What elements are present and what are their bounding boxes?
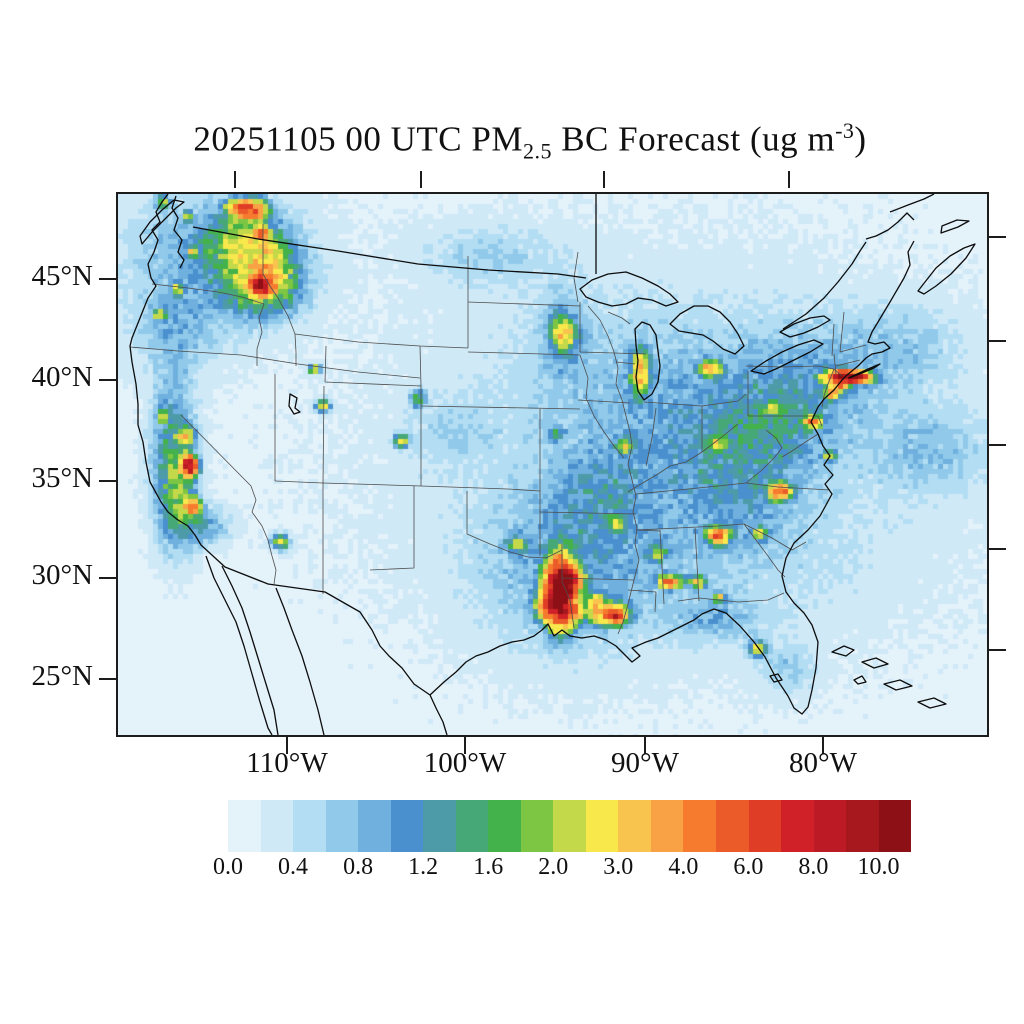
lat-tick-right [989,548,1006,550]
title-suffix: ) [854,119,867,159]
lon-tick-top [234,171,236,188]
title-subscript: 2.5 [522,138,552,164]
lat-tick-left [99,678,116,680]
lon-tick-top [788,171,790,188]
map-frame [116,192,989,737]
colorbar-segment [846,800,879,852]
colorbar-tick-label: 10.0 [857,854,900,880]
colorbar-segment [650,800,684,852]
lon-tick-top [420,171,422,188]
colorbar-segment [228,800,261,852]
coastlines [129,194,976,735]
colorbar-segment [260,800,294,852]
colorbar-segment [585,800,619,852]
colorbar-tick-label: 6.0 [733,854,764,880]
lat-tick-right [989,444,1006,446]
title-middle: BC Forecast (ug m [551,119,836,159]
colorbar-segment [293,800,326,852]
lat-label: 35°N [31,462,93,494]
colorbar-segment [325,800,359,852]
lon-tick-bottom [822,737,824,754]
state-borders [129,224,867,635]
colorbar-tick-label: 0.0 [213,854,243,880]
colorbar-segment [455,800,489,852]
lat-label: 40°N [31,361,93,393]
colorbar-tick-label: 8.0 [798,854,829,880]
lon-label: 90°W [611,747,679,779]
title-prefix: 20251105 00 UTC PM [193,119,523,159]
lon-tick-bottom [286,737,288,754]
colorbar-segment [813,800,847,852]
title-superscript: -3 [835,118,855,143]
lon-label: 110°W [246,747,328,779]
colorbar-segment [520,800,554,852]
lon-label: 100°W [423,747,507,779]
colorbar-tick-label: 4.0 [668,854,699,880]
pm25-concentration-field [118,194,987,735]
lat-tick-right [989,649,1006,651]
lon-tick-bottom [644,737,646,754]
colorbar-segment [553,800,586,852]
plot-title: 20251105 00 UTC PM2.5 BC Forecast (ug m-… [60,118,1000,165]
colorbar-segment [390,800,424,852]
lat-tick-left [99,577,116,579]
colorbar-tick-label: 0.8 [343,854,374,880]
colorbar [228,800,912,852]
colorbar-tick-label: 1.2 [408,854,439,880]
lat-label: 30°N [31,559,93,591]
colorbar-segment [618,800,651,852]
geographic-borders [129,194,976,735]
lon-label: 80°W [789,747,857,779]
lat-tick-right [989,340,1006,342]
colorbar-tick-label: 2.0 [538,854,569,880]
lon-tick-bottom [464,737,466,754]
colorbar-segment [423,800,456,852]
colorbar-tick-label: 0.4 [278,854,309,880]
colorbar-segment [878,800,912,852]
lat-tick-right [989,236,1006,238]
colorbar-segment [748,800,782,852]
lat-label: 45°N [31,260,93,292]
colorbar-segment [781,800,814,852]
lat-tick-left [99,480,116,482]
colorbar-segment [683,800,716,852]
lat-label: 25°N [31,660,93,692]
colorbar-segment [715,800,749,852]
colorbar-tick-label: 1.6 [473,854,504,880]
lat-tick-left [99,379,116,381]
lat-tick-left [99,278,116,280]
colorbar-tick-label: 3.0 [603,854,634,880]
colorbar-segment [358,800,391,852]
lon-tick-top [603,171,605,188]
colorbar-segment [488,800,521,852]
